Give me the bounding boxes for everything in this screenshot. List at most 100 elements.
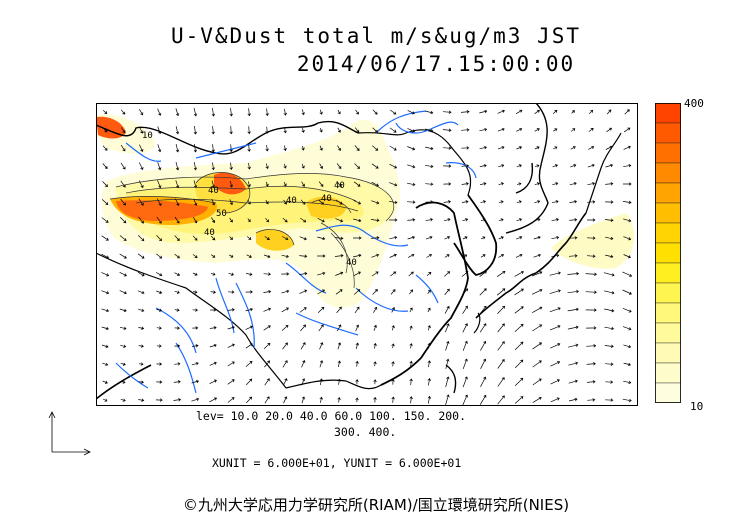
wind-arrow-icon bbox=[425, 182, 434, 186]
wind-arrow-icon bbox=[210, 290, 216, 294]
wind-arrow-icon bbox=[589, 109, 594, 114]
wind-arrow-icon bbox=[605, 200, 614, 204]
wind-arrow-icon bbox=[372, 127, 378, 133]
x-arrow-head-icon bbox=[83, 448, 91, 456]
wind-arrow-icon bbox=[318, 181, 324, 187]
wind-arrow-icon bbox=[175, 198, 180, 206]
wind-arrow-icon bbox=[623, 380, 632, 385]
wind-arrow-icon bbox=[155, 398, 163, 402]
color-scale-cell bbox=[655, 242, 681, 264]
vector-unit-text: XUNIT = 6.000E+01, YUNIT = 6.000E+01 bbox=[212, 456, 462, 470]
wind-arrow-icon bbox=[479, 288, 487, 296]
wind-arrow-icon bbox=[354, 306, 360, 314]
color-scale-bar bbox=[655, 103, 681, 403]
wind-arrow-icon bbox=[211, 198, 216, 206]
wind-arrow-icon bbox=[407, 235, 415, 240]
wind-arrow-icon bbox=[174, 235, 180, 241]
wind-arrow-icon bbox=[156, 216, 162, 224]
wind-arrow-icon bbox=[265, 145, 269, 152]
wind-arrow-icon bbox=[442, 110, 452, 114]
wind-arrow-icon bbox=[585, 272, 598, 276]
wind-arrow-icon bbox=[337, 109, 341, 115]
wind-arrow-icon bbox=[156, 326, 162, 330]
wind-arrow-icon bbox=[247, 162, 251, 170]
wind-arrow-icon bbox=[498, 218, 504, 222]
rivers bbox=[115, 110, 477, 394]
wind-arrow-icon bbox=[353, 236, 362, 240]
wind-arrow-icon bbox=[335, 218, 344, 223]
wind-arrow-icon bbox=[119, 253, 127, 259]
y-arrow-head-icon bbox=[48, 411, 56, 419]
wind-arrow-icon bbox=[101, 217, 109, 223]
wind-arrow-icon bbox=[408, 271, 414, 277]
color-scale-cell bbox=[655, 362, 681, 384]
wind-arrow-icon bbox=[263, 342, 271, 349]
wind-arrow-icon bbox=[246, 272, 253, 276]
contour-label: 10 bbox=[142, 131, 153, 141]
wind-arrow-icon bbox=[605, 145, 613, 150]
wind-arrow-icon bbox=[373, 396, 377, 403]
wind-arrow-icon bbox=[138, 180, 144, 189]
wind-arrow-icon bbox=[245, 378, 253, 386]
wind-arrow-icon bbox=[534, 146, 540, 150]
wind-arrow-icon bbox=[138, 398, 145, 402]
wind-arrow-icon bbox=[138, 326, 145, 330]
color-scale-cell bbox=[655, 282, 681, 304]
wind-arrow-icon bbox=[156, 198, 162, 207]
wind-arrow-icon bbox=[389, 127, 397, 133]
color-scale-cell bbox=[655, 103, 681, 124]
map-frame bbox=[96, 103, 638, 406]
wind-arrow-icon bbox=[534, 200, 541, 204]
wind-arrow-icon bbox=[335, 271, 344, 276]
map-title: U-V&Dust total m/s&ug/m3 JST bbox=[170, 24, 581, 48]
wind-arrow-icon bbox=[283, 145, 287, 152]
wind-arrow-icon bbox=[281, 254, 290, 259]
color-scale-cell bbox=[655, 142, 681, 164]
wind-arrow-icon bbox=[389, 109, 397, 115]
wind-arrow-icon bbox=[283, 181, 287, 187]
wind-arrow-icon bbox=[227, 397, 235, 403]
color-scale-cell bbox=[655, 382, 681, 403]
wind-arrow-icon bbox=[102, 145, 108, 151]
wind-arrow-icon bbox=[461, 146, 470, 150]
color-scale-cell bbox=[655, 162, 681, 184]
wind-arrow-icon bbox=[409, 360, 413, 367]
wind-arrow-icon bbox=[552, 164, 558, 168]
wind-arrow-icon bbox=[229, 217, 233, 223]
wind-arrow-icon bbox=[568, 254, 578, 258]
wind-arrow-icon bbox=[245, 307, 253, 312]
wind-arrow-icon bbox=[514, 288, 524, 296]
wind-arrow-icon bbox=[318, 324, 324, 332]
wind-arrow-icon bbox=[301, 109, 305, 116]
wind-arrow-icon bbox=[443, 164, 452, 168]
wind-arrow-icon bbox=[479, 323, 487, 333]
wind-arrow-icon bbox=[391, 343, 395, 349]
wind-arrow-icon bbox=[623, 182, 632, 186]
wind-arrow-icon bbox=[605, 398, 614, 402]
wind-arrow-icon bbox=[371, 163, 379, 169]
wind-arrow-icon bbox=[462, 236, 468, 240]
wind-arrow-icon bbox=[281, 307, 289, 313]
wind-arrow-icon bbox=[102, 163, 108, 169]
wind-arrow-icon bbox=[319, 378, 323, 386]
wind-arrow-icon bbox=[604, 308, 615, 313]
wind-arrow-icon bbox=[317, 271, 326, 276]
wind-arrow-icon bbox=[353, 289, 361, 295]
color-scale-frame bbox=[655, 103, 681, 403]
wind-arrow-icon bbox=[120, 380, 126, 384]
wind-arrow-icon bbox=[534, 182, 540, 186]
wind-arrow-icon bbox=[228, 254, 234, 258]
wind-arrow-icon bbox=[427, 307, 431, 313]
wind-arrow-icon bbox=[516, 182, 522, 186]
wind-arrow-icon bbox=[119, 216, 127, 224]
wind-arrow-icon bbox=[319, 109, 323, 115]
wind-arrow-icon bbox=[264, 360, 270, 368]
wind-arrow-icon bbox=[228, 272, 235, 276]
wind-arrow-icon bbox=[227, 379, 235, 385]
wind-arrow-icon bbox=[442, 128, 452, 132]
wind-arrow-icon bbox=[283, 108, 287, 116]
wind-arrow-icon bbox=[210, 254, 216, 258]
wind-arrow-icon bbox=[623, 218, 632, 223]
wind-arrow-icon bbox=[301, 145, 305, 151]
wind-arrow-icon bbox=[265, 126, 269, 134]
